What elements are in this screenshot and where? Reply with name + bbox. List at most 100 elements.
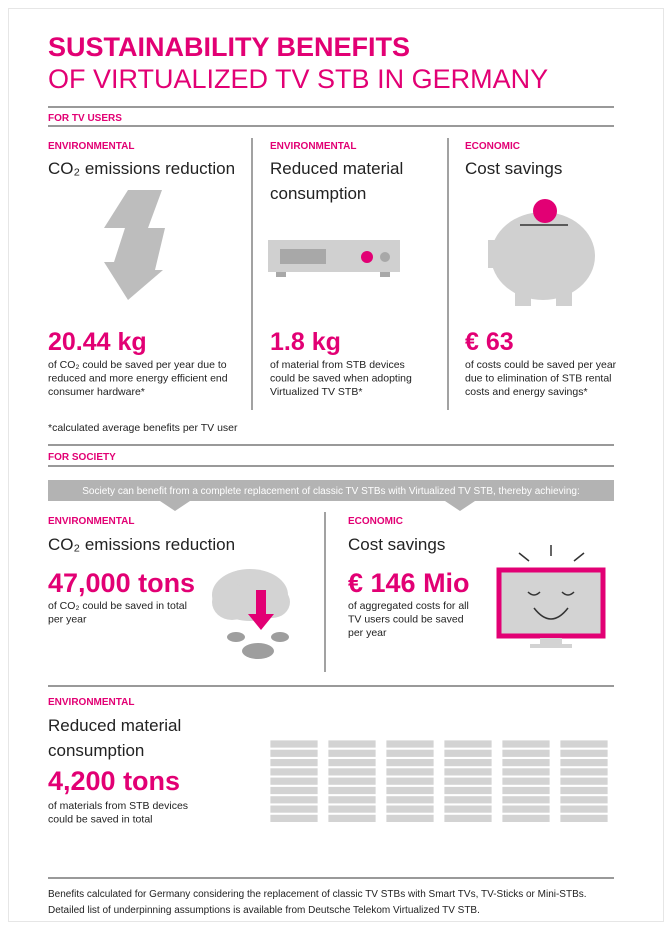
heading: consumption	[48, 741, 144, 760]
stb-box	[559, 804, 609, 814]
stb-box	[327, 739, 377, 749]
stb-box	[385, 814, 435, 823]
description: Virtualized TV STB*	[270, 386, 362, 398]
section-label: FOR SOCIETY	[48, 452, 116, 463]
stb-icon	[268, 240, 400, 277]
stb-box	[385, 748, 435, 758]
stb-box	[443, 758, 493, 767]
description: could be saved when adopting	[270, 373, 412, 385]
stb-box	[327, 748, 377, 758]
value: € 63	[465, 328, 514, 356]
title: SUSTAINABILITY BENEFITS	[48, 32, 410, 62]
stb-box	[385, 739, 435, 749]
heading: CO₂ emissions reduction	[48, 159, 235, 178]
stb-box	[559, 814, 609, 823]
description: of costs could be saved per year	[465, 359, 617, 371]
stb-box	[269, 804, 319, 814]
description: of CO₂ could be saved in total	[48, 600, 187, 612]
stb-box	[327, 804, 377, 814]
stb-box	[443, 767, 493, 777]
stb-box	[385, 804, 435, 814]
heading: CO₂ emissions reduction	[48, 535, 235, 554]
stb-box	[559, 758, 609, 767]
value: 47,000 tons	[48, 568, 195, 598]
stb-box	[501, 739, 551, 749]
footer-text: Benefits calculated for Germany consider…	[48, 889, 587, 900]
stb-box	[327, 767, 377, 777]
category-label: ECONOMIC	[348, 516, 403, 527]
description: could be saved in total	[48, 814, 153, 826]
stb-box	[501, 786, 551, 795]
stb-box	[559, 776, 609, 786]
stb-box	[559, 786, 609, 795]
stb-box	[327, 758, 377, 767]
banner-arrow	[445, 501, 475, 511]
stb-box	[327, 786, 377, 795]
stb-box	[501, 804, 551, 814]
stb-box	[559, 739, 609, 749]
description: of CO₂ could be saved per year due to	[48, 359, 227, 371]
stb-box	[327, 776, 377, 786]
stb-box	[501, 748, 551, 758]
lightning-icon	[104, 190, 165, 300]
stb-box	[269, 786, 319, 795]
stb-box	[443, 786, 493, 795]
stb-box	[327, 795, 377, 805]
category-label: ECONOMIC	[465, 141, 520, 152]
stb-box	[443, 739, 493, 749]
category-label: ENVIRONMENTAL	[48, 697, 134, 708]
stb-box	[443, 814, 493, 823]
banner-text: Society can benefit from a complete repl…	[82, 486, 579, 497]
stb-box	[385, 795, 435, 805]
stb-box	[269, 758, 319, 767]
description: costs and energy savings*	[465, 386, 588, 398]
category-label: ENVIRONMENTAL	[48, 516, 134, 527]
description: due to elimination of STB rental	[465, 373, 612, 385]
stb-box	[501, 795, 551, 805]
value: 1.8 kg	[270, 328, 341, 356]
heading: Reduced material	[270, 159, 403, 178]
subtitle: OF VIRTUALIZED TV STB IN GERMANY	[48, 64, 548, 94]
footnote: *calculated average benefits per TV user	[48, 422, 238, 434]
stb-box	[559, 795, 609, 805]
section-label: FOR TV USERS	[48, 113, 122, 124]
heading: Cost savings	[465, 159, 562, 178]
tv-user-columns: ENVIRONMENTAL CO₂ emissions reduction 20.4…	[48, 141, 617, 398]
heading: Cost savings	[348, 535, 445, 554]
stb-box	[443, 795, 493, 805]
banner-arrow	[160, 501, 190, 511]
stb-box	[269, 739, 319, 749]
stb-box	[501, 767, 551, 777]
stb-box	[443, 804, 493, 814]
stb-box	[269, 814, 319, 823]
cloud-icon	[212, 569, 290, 659]
stb-box	[385, 767, 435, 777]
stb-box	[269, 748, 319, 758]
value: 20.44 kg	[48, 328, 147, 356]
stb-box	[501, 776, 551, 786]
stb-box	[269, 767, 319, 777]
banner	[48, 480, 614, 501]
stb-box	[559, 748, 609, 758]
stb-box	[269, 776, 319, 786]
stb-box	[559, 767, 609, 777]
stb-box	[385, 786, 435, 795]
footer-text: Detailed list of underpinning assumption…	[48, 905, 480, 916]
heading: consumption	[270, 184, 366, 203]
stb-stacks-icon	[269, 739, 609, 823]
value: 4,200 tons	[48, 766, 180, 796]
category-label: ENVIRONMENTAL	[48, 141, 134, 152]
description: per year	[348, 627, 387, 639]
stb-box	[501, 758, 551, 767]
stb-box	[501, 814, 551, 823]
stb-box	[269, 795, 319, 805]
stb-box	[443, 776, 493, 786]
tv-icon	[496, 545, 606, 648]
stb-box	[385, 776, 435, 786]
piggy-bank-icon	[488, 199, 595, 306]
category-label: ENVIRONMENTAL	[270, 141, 356, 152]
description: consumer hardware*	[48, 386, 145, 398]
stb-box	[385, 758, 435, 767]
description: of material from STB devices	[270, 359, 405, 371]
